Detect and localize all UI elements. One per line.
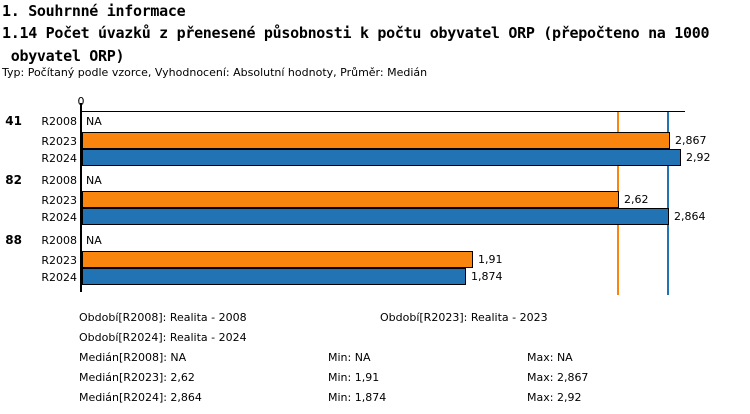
reference-line-median-R2024 — [667, 111, 669, 295]
legend-item: Období[R2023]: Realita - 2023 — [380, 311, 548, 324]
legend-item: Medián[R2024]: 2,864 — [79, 391, 202, 404]
group-label: 82 — [5, 173, 22, 187]
series-label-R2024: R2024 — [41, 152, 77, 165]
bar-82-R2023 — [82, 191, 619, 208]
series-label-R2023: R2023 — [41, 254, 77, 267]
bar-value-label: 2,867 — [675, 134, 707, 147]
bar-82-R2024 — [82, 208, 669, 225]
legend-item: Medián[R2023]: 2,62 — [79, 371, 195, 384]
legend-item: Období[R2008]: Realita - 2008 — [79, 311, 247, 324]
bar-88-R2024 — [82, 268, 466, 285]
legend-item: Období[R2024]: Realita - 2024 — [79, 331, 247, 344]
group-label: 88 — [5, 233, 22, 247]
series-label-R2008: R2008 — [41, 115, 77, 128]
bar-value-na: NA — [86, 234, 102, 247]
bar-value-label: 2,92 — [686, 151, 711, 164]
bar-value-na: NA — [86, 174, 102, 187]
series-label-R2008: R2008 — [41, 174, 77, 187]
y-axis-line — [80, 103, 82, 292]
bar-88-R2023 — [82, 251, 473, 268]
indicator-title-line2: obyvatel ORP) — [2, 47, 125, 65]
series-label-R2023: R2023 — [41, 135, 77, 148]
legend-item: Min: NA — [328, 351, 371, 364]
legend-item: Max: 2,867 — [527, 371, 589, 384]
series-label-R2024: R2024 — [41, 211, 77, 224]
bar-value-na: NA — [86, 115, 102, 128]
bar-value-label: 2,864 — [674, 210, 706, 223]
indicator-title-line1: 1.14 Počet úvazků z přenesené působnosti… — [2, 24, 710, 42]
group-label: 41 — [5, 114, 22, 128]
series-label-R2023: R2023 — [41, 194, 77, 207]
bar-value-label: 1,91 — [478, 253, 503, 266]
legend-item: Max: NA — [527, 351, 573, 364]
section-title: 1. Souhrnné informace — [2, 2, 186, 20]
series-label-R2008: R2008 — [41, 234, 77, 247]
bar-value-label: 1,874 — [471, 270, 503, 283]
series-label-R2024: R2024 — [41, 271, 77, 284]
legend-item: Max: 2,92 — [527, 391, 582, 404]
legend-item: Min: 1,91 — [328, 371, 380, 384]
x-axis-top-line — [80, 111, 685, 112]
bar-41-R2023 — [82, 132, 670, 149]
legend-item: Medián[R2008]: NA — [79, 351, 187, 364]
bar-41-R2024 — [82, 149, 681, 166]
axis-zero-label: 0 — [77, 95, 85, 108]
bar-value-label: 2,62 — [624, 193, 649, 206]
legend-item: Min: 1,874 — [328, 391, 387, 404]
indicator-meta: Typ: Počítaný podle vzorce, Vyhodnocení:… — [2, 66, 428, 79]
